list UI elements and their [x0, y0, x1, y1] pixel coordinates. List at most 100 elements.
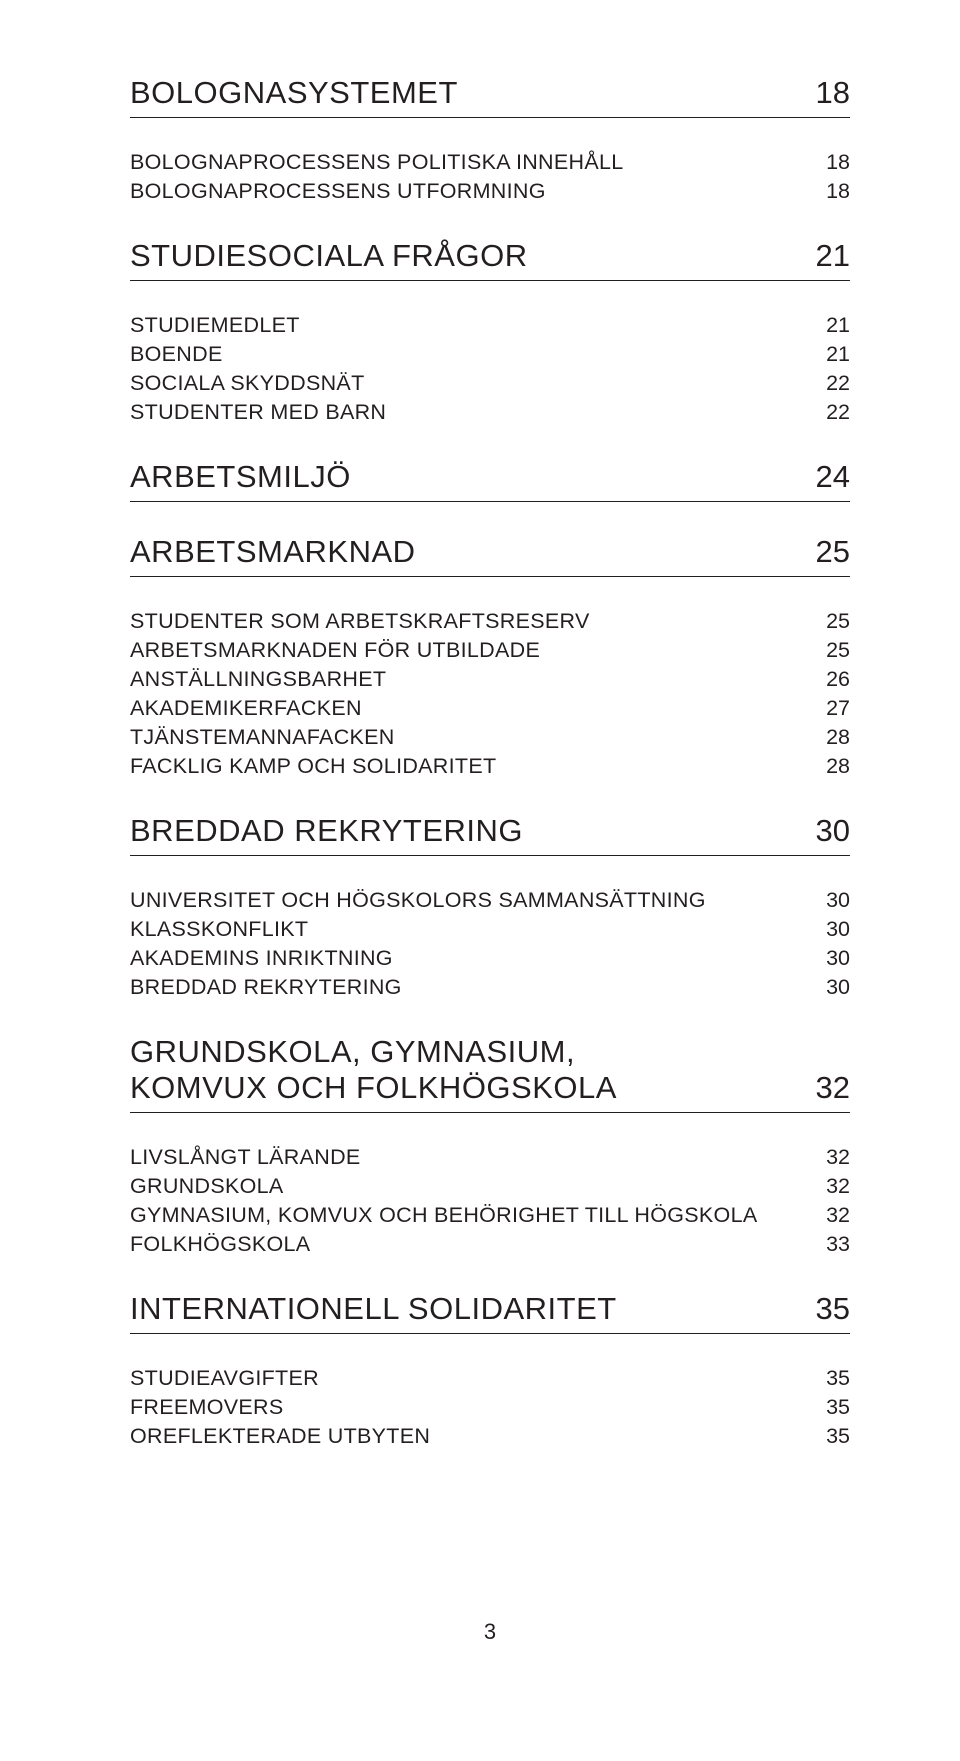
section-page: 25 [816, 534, 850, 570]
toc-item: GYMNASIUM, KOMVUX OCH BEHÖRIGHET TILL HÖ… [130, 1203, 850, 1228]
toc-item-page: 28 [826, 725, 850, 750]
toc-item-label: BOENDE [130, 342, 223, 367]
toc-item-page: 30 [826, 975, 850, 1000]
section-page: 32 [816, 1070, 850, 1106]
toc-item: STUDENTER MED BARN 22 [130, 400, 850, 425]
page-number: 3 [130, 1619, 850, 1645]
section-heading: GRUNDSKOLA, GYMNASIUM, [130, 1034, 850, 1070]
toc-item: BOLOGNAPROCESSENS UTFORMNING 18 [130, 179, 850, 204]
section-heading: KOMVUX OCH FOLKHÖGSKOLA 32 [130, 1070, 850, 1106]
section-page: 18 [816, 75, 850, 111]
toc-item: FACKLIG KAMP OCH SOLIDARITET 28 [130, 754, 850, 779]
toc-item: FOLKHÖGSKOLA 33 [130, 1232, 850, 1257]
toc-item-page: 33 [826, 1232, 850, 1257]
toc-item: AKADEMINS INRIKTNING 30 [130, 946, 850, 971]
toc-item: KLASSKONFLIKT 30 [130, 917, 850, 942]
toc-item: STUDIEMEDLET 21 [130, 313, 850, 338]
section-rule [130, 576, 850, 577]
toc-item-page: 35 [826, 1366, 850, 1391]
toc-item: ANSTÄLLNINGSBARHET 26 [130, 667, 850, 692]
toc-item: OREFLEKTERADE UTBYTEN 35 [130, 1424, 850, 1449]
section-title-line2: KOMVUX OCH FOLKHÖGSKOLA [130, 1070, 617, 1106]
toc-item-label: KLASSKONFLIKT [130, 917, 308, 942]
toc-item-label: AKADEMIKERFACKEN [130, 696, 362, 721]
toc-item: TJÄNSTEMANNAFACKEN 28 [130, 725, 850, 750]
toc-item-label: FOLKHÖGSKOLA [130, 1232, 310, 1257]
toc-item: STUDIEAVGIFTER 35 [130, 1366, 850, 1391]
toc-item-page: 28 [826, 754, 850, 779]
section-page: 35 [816, 1291, 850, 1327]
section-page: 24 [816, 459, 850, 495]
toc-item: UNIVERSITET OCH HÖGSKOLORS SAMMANSÄTTNIN… [130, 888, 850, 913]
section-title-line1: GRUNDSKOLA, GYMNASIUM, [130, 1034, 575, 1070]
section-rule [130, 1333, 850, 1334]
section-rule [130, 117, 850, 118]
section-rule [130, 501, 850, 502]
section-heading: ARBETSMARKNAD 25 [130, 534, 850, 570]
toc-item-page: 18 [826, 150, 850, 175]
section-title: INTERNATIONELL SOLIDARITET [130, 1291, 617, 1327]
toc-item-label: STUDIEAVGIFTER [130, 1366, 319, 1391]
toc-item-page: 32 [826, 1203, 850, 1228]
toc-item-label: ANSTÄLLNINGSBARHET [130, 667, 386, 692]
toc-item: BREDDAD REKRYTERING 30 [130, 975, 850, 1000]
section-heading: ARBETSMILJÖ 24 [130, 459, 850, 495]
toc-item-page: 32 [826, 1145, 850, 1170]
section-title: ARBETSMARKNAD [130, 534, 416, 570]
toc-item-label: BREDDAD REKRYTERING [130, 975, 402, 1000]
section-title: STUDIESOCIALA FRÅGOR [130, 238, 528, 274]
toc-item-label: FACKLIG KAMP OCH SOLIDARITET [130, 754, 496, 779]
toc-item-page: 32 [826, 1174, 850, 1199]
section-title: BREDDAD REKRYTERING [130, 813, 523, 849]
toc-item-label: STUDENTER SOM ARBETSKRAFTSRESERV [130, 609, 590, 634]
toc-item-label: ARBETSMARKNADEN FÖR UTBILDADE [130, 638, 540, 663]
toc-item-label: OREFLEKTERADE UTBYTEN [130, 1424, 430, 1449]
section-rule [130, 1112, 850, 1113]
toc-item: FREEMOVERS 35 [130, 1395, 850, 1420]
toc-item-page: 18 [826, 179, 850, 204]
toc-item-page: 22 [826, 371, 850, 396]
section-heading: INTERNATIONELL SOLIDARITET 35 [130, 1291, 850, 1327]
toc-item: BOLOGNAPROCESSENS POLITISKA INNEHÅLL 18 [130, 150, 850, 175]
toc-item-label: STUDENTER MED BARN [130, 400, 386, 425]
section-heading: BREDDAD REKRYTERING 30 [130, 813, 850, 849]
toc-item-label: TJÄNSTEMANNAFACKEN [130, 725, 395, 750]
toc-item-label: BOLOGNAPROCESSENS POLITISKA INNEHÅLL [130, 150, 624, 175]
toc-item-page: 30 [826, 888, 850, 913]
section-title: ARBETSMILJÖ [130, 459, 351, 495]
toc-item-page: 35 [826, 1395, 850, 1420]
toc-item: GRUNDSKOLA 32 [130, 1174, 850, 1199]
toc-item: LIVSLÅNGT LÄRANDE 32 [130, 1145, 850, 1170]
toc-item-page: 21 [826, 342, 850, 367]
toc-item-page: 21 [826, 313, 850, 338]
section-page: 30 [816, 813, 850, 849]
toc-item-page: 30 [826, 917, 850, 942]
toc-item-label: AKADEMINS INRIKTNING [130, 946, 393, 971]
toc-item-label: GRUNDSKOLA [130, 1174, 284, 1199]
toc-item: SOCIALA SKYDDSNÄT 22 [130, 371, 850, 396]
toc-item-page: 25 [826, 638, 850, 663]
toc-item-label: UNIVERSITET OCH HÖGSKOLORS SAMMANSÄTTNIN… [130, 888, 706, 913]
section-page: 21 [816, 238, 850, 274]
toc-page: BOLOGNASYSTEMET 18 BOLOGNAPROCESSENS POL… [130, 75, 850, 1645]
toc-item-page: 35 [826, 1424, 850, 1449]
toc-item-page: 26 [826, 667, 850, 692]
section-heading: STUDIESOCIALA FRÅGOR 21 [130, 238, 850, 274]
toc-item-label: BOLOGNAPROCESSENS UTFORMNING [130, 179, 546, 204]
toc-item-page: 30 [826, 946, 850, 971]
toc-item: ARBETSMARKNADEN FÖR UTBILDADE 25 [130, 638, 850, 663]
toc-item-label: STUDIEMEDLET [130, 313, 300, 338]
section-title: BOLOGNASYSTEMET [130, 75, 458, 111]
toc-item: STUDENTER SOM ARBETSKRAFTSRESERV 25 [130, 609, 850, 634]
toc-item-label: GYMNASIUM, KOMVUX OCH BEHÖRIGHET TILL HÖ… [130, 1203, 757, 1228]
toc-item-label: SOCIALA SKYDDSNÄT [130, 371, 365, 396]
toc-item-label: FREEMOVERS [130, 1395, 284, 1420]
toc-item-label: LIVSLÅNGT LÄRANDE [130, 1145, 361, 1170]
toc-item-page: 27 [826, 696, 850, 721]
section-heading: BOLOGNASYSTEMET 18 [130, 75, 850, 111]
toc-item-page: 25 [826, 609, 850, 634]
section-rule [130, 280, 850, 281]
section-rule [130, 855, 850, 856]
toc-item-page: 22 [826, 400, 850, 425]
toc-item: BOENDE 21 [130, 342, 850, 367]
